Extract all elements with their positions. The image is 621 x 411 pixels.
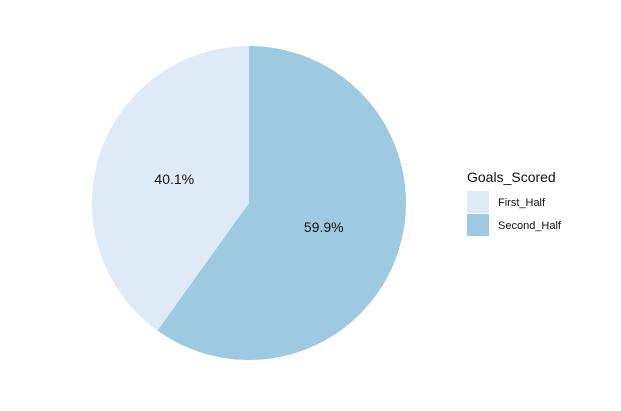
legend-label-first-half: First_Half bbox=[498, 197, 546, 209]
legend-swatch-second-half bbox=[467, 214, 489, 236]
pie-slice-label-second-half: 59.9% bbox=[304, 219, 344, 235]
legend-title: Goals_Scored bbox=[467, 169, 556, 185]
pie-slice-first-half bbox=[91, 46, 249, 331]
legend-swatch-first-half bbox=[467, 191, 489, 213]
legend-items: First_Half Second_Half bbox=[467, 191, 562, 236]
pie-slice-label-first-half: 40.1% bbox=[154, 171, 194, 187]
pie-slice-labels: 40.1% 59.9% bbox=[154, 171, 343, 235]
legend: Goals_Scored First_Half Second_Half bbox=[467, 169, 562, 236]
pie-slice-second-half bbox=[157, 46, 406, 360]
pie-slices bbox=[91, 46, 406, 360]
legend-label-second-half: Second_Half bbox=[498, 220, 562, 232]
